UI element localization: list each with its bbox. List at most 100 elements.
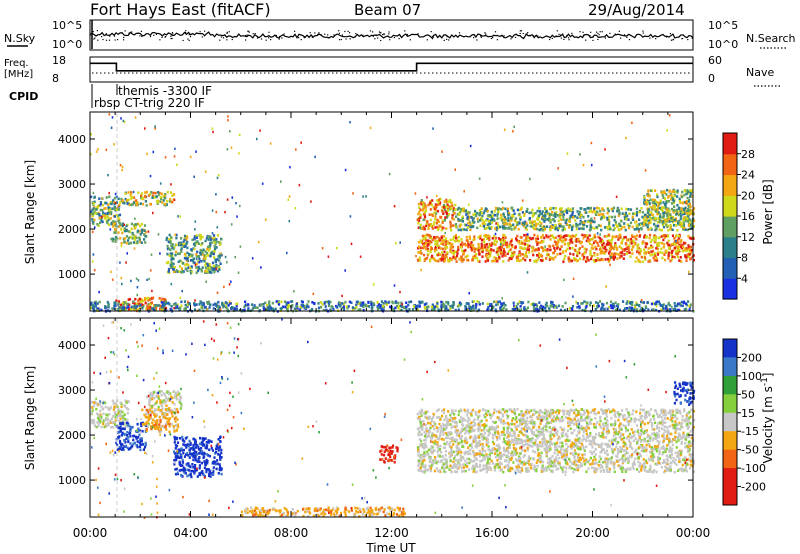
noise-search-point	[623, 34, 626, 36]
echo-cell	[149, 302, 152, 306]
echo-cell	[204, 250, 207, 253]
noise-search-point	[563, 38, 565, 40]
echo-cell	[133, 304, 136, 308]
echo-cell	[625, 252, 628, 255]
echo-cell	[241, 309, 244, 312]
echo-cell	[367, 305, 371, 308]
echo-cell	[299, 305, 302, 309]
echo-cell	[629, 208, 633, 211]
echo-cell	[195, 240, 198, 244]
echo-cell	[256, 306, 259, 309]
echo-cell	[139, 448, 142, 452]
echo-cell	[91, 307, 95, 310]
colorbar-tick-label: 4	[741, 272, 748, 285]
noise-search-point	[185, 32, 187, 34]
echo-cell	[456, 212, 459, 216]
echo-cell	[589, 249, 592, 253]
noise-search-point	[519, 30, 521, 32]
echo-cell	[268, 304, 271, 308]
echo-cell	[152, 391, 155, 394]
noise-search-point	[140, 30, 142, 32]
noise-search-point	[303, 37, 305, 39]
cpid-program-1: themis -3300 IF	[118, 84, 212, 98]
echo-cell	[209, 254, 212, 258]
echo-cell	[478, 246, 481, 250]
echo-cell	[504, 207, 507, 211]
echo-cell	[662, 225, 666, 229]
echo-cell	[615, 235, 618, 238]
echo-cell	[500, 246, 504, 249]
scatter-cell	[135, 277, 138, 280]
echo-cell	[477, 220, 480, 223]
echo-cell	[519, 246, 522, 249]
echo-cell	[679, 201, 682, 205]
echo-cell	[647, 228, 650, 231]
echo-cell	[122, 414, 125, 418]
echo-cell	[633, 228, 636, 231]
echo-cell	[179, 398, 182, 402]
echo-cell	[676, 204, 679, 207]
echo-cell	[570, 228, 574, 232]
echo-cell	[330, 305, 333, 308]
noise-search-point	[117, 39, 119, 41]
echo-cell	[675, 250, 678, 253]
echo-cell	[441, 205, 444, 209]
echo-cell	[583, 247, 586, 251]
echo-cell	[660, 247, 663, 251]
noise-search-point	[275, 35, 277, 37]
echo-cell	[628, 225, 631, 228]
echo-cell	[483, 220, 486, 224]
echo-cell	[186, 240, 189, 244]
echo-cell	[174, 302, 177, 305]
echo-cell	[351, 306, 354, 309]
echo-cell	[114, 227, 117, 231]
colorbar-segment	[723, 195, 737, 217]
echo-cell	[560, 245, 563, 248]
echo-cell	[644, 213, 647, 217]
echo-cell	[509, 248, 512, 251]
echo-cell	[423, 253, 426, 257]
echo-cell	[140, 231, 143, 234]
echo-cell	[144, 195, 147, 198]
noise-search-point	[224, 34, 226, 36]
echo-cell	[673, 246, 676, 250]
echo-cell	[465, 228, 468, 232]
echo-cell	[643, 248, 646, 252]
echo-cell	[538, 213, 541, 216]
echo-cell	[479, 224, 482, 228]
echo-cell	[119, 236, 122, 240]
echo-cell	[459, 246, 463, 249]
noise-search-point	[446, 36, 448, 38]
echo-cell	[195, 253, 198, 256]
echo-cell	[581, 308, 584, 312]
echo-cell	[91, 218, 94, 221]
echo-cell	[199, 449, 202, 453]
echo-cell	[105, 423, 108, 426]
echo-cell	[180, 304, 183, 307]
echo-cell	[669, 213, 672, 217]
echo-cell	[127, 198, 130, 202]
echo-cell	[558, 224, 561, 228]
echo-cell	[262, 302, 265, 306]
echo-cell	[533, 259, 536, 263]
echo-cell	[136, 422, 139, 426]
echo-cell	[199, 473, 202, 477]
echo-cell	[213, 241, 216, 244]
echo-cell	[567, 224, 570, 227]
echo-cell	[643, 220, 646, 224]
echo-cell	[602, 242, 605, 245]
echo-cell	[671, 198, 674, 201]
echo-cell	[163, 393, 167, 397]
noise-search-point	[537, 35, 539, 37]
echo-cell	[90, 411, 93, 415]
echo-cell	[598, 300, 602, 303]
echo-cell	[531, 223, 534, 226]
echo-cell	[139, 443, 143, 446]
echo-cell	[576, 224, 579, 227]
echo-cell	[607, 209, 610, 213]
echo-cell	[160, 197, 163, 200]
echo-cell	[98, 197, 101, 200]
echo-cell	[427, 223, 431, 227]
echo-cell	[441, 221, 444, 224]
echo-cell	[177, 260, 180, 263]
